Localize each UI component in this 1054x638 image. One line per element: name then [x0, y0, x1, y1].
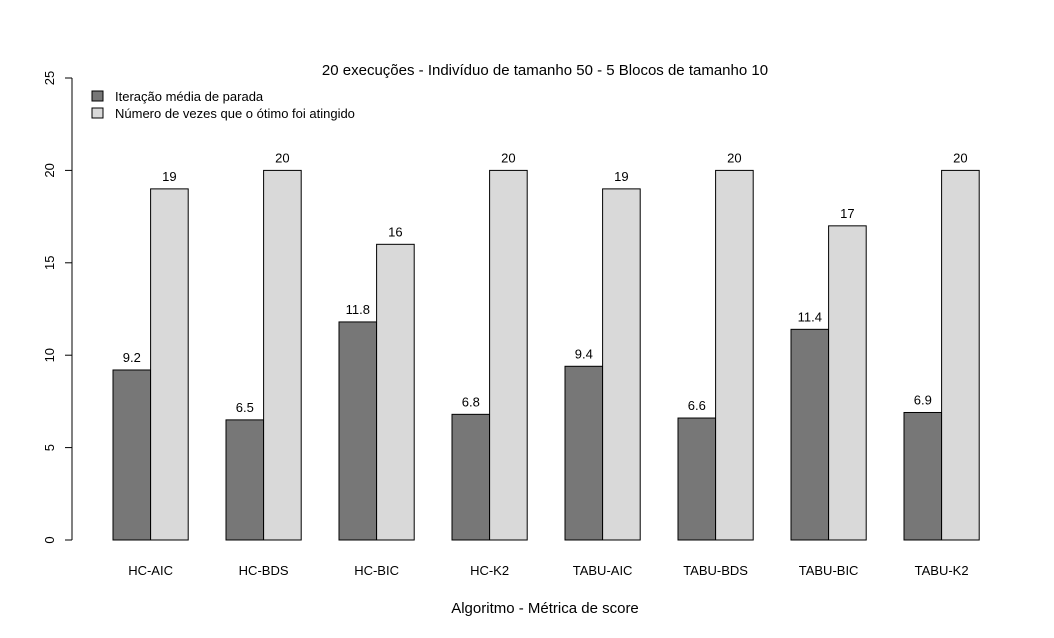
data-label: 16: [388, 224, 402, 239]
bar-otimo-hc-k2: [489, 169, 528, 541]
bar-iteracao-tabu-k2: [903, 411, 943, 541]
bar-iteracao-tabu-aic: [564, 365, 604, 541]
bar-iteracao-hc-k2: [451, 413, 491, 541]
data-label: 6.6: [688, 398, 706, 413]
bar-otimo-tabu-aic: [602, 188, 641, 541]
category-label: TABU-AIC: [573, 563, 633, 578]
y-tick-label: 0: [42, 536, 57, 543]
data-label: 9.2: [123, 350, 141, 365]
data-label: 19: [162, 169, 176, 184]
bar-otimo-hc-bic: [376, 243, 415, 541]
bar-iteracao-hc-bds: [225, 419, 265, 541]
data-label: 6.9: [914, 392, 932, 407]
chart-title: 20 execuções - Indivíduo de tamanho 50 -…: [322, 62, 768, 79]
bar-otimo-tabu-bds: [715, 169, 754, 541]
bar-otimo-hc-bds: [263, 169, 302, 541]
y-tick-label: 25: [42, 71, 57, 85]
bar-iteracao-tabu-bds: [677, 417, 717, 541]
y-tick-label: 20: [42, 163, 57, 177]
y-axis-ticks: 0 5 10 15 20 25: [42, 71, 72, 544]
data-label: 11.4: [798, 309, 822, 324]
data-label: 20: [501, 150, 515, 165]
category-label: HC-AIC: [128, 563, 173, 578]
legend-label: Número de vezes que o ótimo foi atingido: [115, 106, 355, 121]
legend-label: Iteração média de parada: [115, 89, 264, 104]
data-label: 9.4: [575, 346, 593, 361]
data-label: 17: [840, 206, 854, 221]
bar-iteracao-tabu-bic: [790, 328, 830, 541]
category-label: TABU-BDS: [683, 563, 748, 578]
category-label: TABU-K2: [915, 563, 969, 578]
data-label: 20: [727, 150, 741, 165]
bar-otimo-tabu-bic: [828, 225, 867, 541]
bars-group: [112, 169, 980, 541]
bar-iteracao-hc-bic: [338, 321, 378, 541]
bar-otimo-tabu-k2: [941, 169, 980, 541]
category-label: HC-BDS: [239, 563, 289, 578]
bar-iteracao-hc-aic: [112, 369, 152, 541]
category-label: TABU-BIC: [799, 563, 859, 578]
data-label: 6.8: [462, 394, 480, 409]
y-tick-label: 5: [42, 444, 57, 451]
category-labels-group: HC-AIC HC-BDS HC-BIC HC-K2 TABU-AIC TABU-BDS T…: [128, 563, 968, 578]
y-tick-label: 15: [42, 256, 57, 270]
x-axis-label: Algoritmo - Métrica de score: [451, 600, 639, 617]
data-labels-group: 9.2 19 6.5 20 11.8 16 6.8 20 9.4 19 6.6 20 11.4 17 6.9…: [123, 150, 968, 414]
legend: Iteração média de parada Número de vezes …: [91, 89, 355, 121]
legend-swatch: [91, 90, 104, 102]
bar-otimo-hc-aic: [150, 188, 189, 541]
category-label: HC-BIC: [354, 563, 399, 578]
data-label: 19: [614, 169, 628, 184]
data-label: 20: [953, 150, 967, 165]
data-label: 6.5: [236, 400, 254, 415]
category-label: HC-K2: [470, 563, 509, 578]
legend-swatch: [91, 107, 104, 119]
y-tick-label: 10: [42, 348, 57, 362]
data-label: 11.8: [346, 302, 370, 317]
data-label: 20: [275, 150, 289, 165]
